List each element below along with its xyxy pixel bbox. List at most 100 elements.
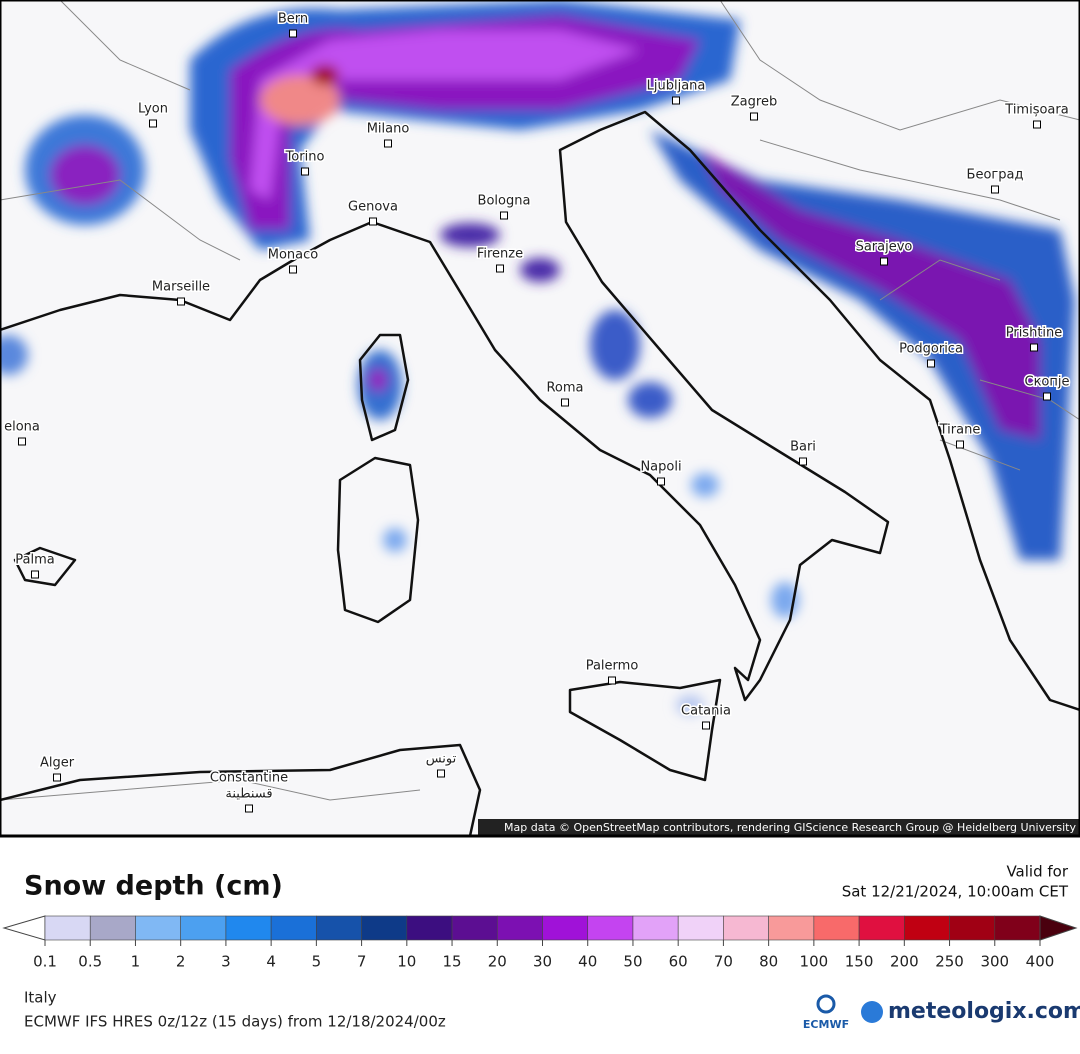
city-label: قسنطينة [225,787,272,802]
legend-tick-label: 7 [357,953,367,971]
city-marker [245,804,253,813]
brand-text: meteologix.com [888,999,1080,1024]
map-frame [0,0,1080,838]
legend-tick-label: 0.5 [78,953,102,971]
city-label: تونس [426,752,457,767]
legend-tick-label: 2 [176,953,186,971]
map-background [0,0,1080,836]
brand-icon [861,1001,883,1023]
city-marker [561,398,569,407]
city-marker [31,570,39,579]
city-label: Alger [40,756,75,771]
city-marker [672,96,680,105]
legend-swatch [270,915,317,941]
legend-swatch [496,915,543,941]
coastlines [0,110,1080,837]
legend-tick-label: 200 [890,953,919,971]
city-marker [1043,392,1051,401]
city-marker [500,211,508,220]
city-marker [991,185,999,194]
legend-swatch [723,915,769,941]
ecmwf-logo: ECMWF [803,994,849,1031]
legend-tick-label: 150 [845,953,874,971]
city-label: Napoli [640,460,681,475]
color-bar: 0.1 0.5 1 2 3 4 5 7 10 15 20 30 40 50 60 70 80 100 150 200 2… [2,915,1078,971]
city-label: Београд [967,168,1024,183]
city-marker [18,437,26,446]
city-label: Palermo [586,659,639,674]
legend-swatch [949,915,996,941]
legend-tick-label: 0.1 [33,953,57,971]
valid-label: Valid for [1006,863,1068,881]
city-label: Bologna [478,194,531,209]
legend-swatch [361,915,408,941]
city-label: Constantine [210,771,288,786]
city-label: Prishtine [1006,326,1063,341]
city-marker [384,139,392,148]
legend-swatch [180,915,227,941]
brand-logo: meteologix.com [861,999,1080,1024]
city-marker [1030,343,1038,352]
city-label: Ljubljana [647,79,706,94]
legend-tick-label: 250 [935,953,964,971]
legend-tick-label: 40 [578,953,597,971]
legend-tick-label: 20 [488,953,507,971]
legend-swatch [904,915,950,941]
city-marker [702,721,710,730]
city-marker [301,167,309,176]
legend: Snow depth (cm) Valid for Sat 12/21/2024… [2,863,1078,971]
city-label: Tirane [939,423,981,438]
ecmwf-icon [816,994,836,1014]
legend-swatch [677,915,724,941]
legend-swatch [768,915,815,941]
city-label: Roma [546,381,583,396]
city-label: Podgorica [899,342,963,357]
snow-cover [0,0,1075,715]
city-label: Timișoara [1004,103,1068,118]
legend-swatch [89,915,136,941]
city-marker [1033,120,1041,129]
city-label: Скопје [1025,375,1070,390]
city-label: Torino [285,150,325,165]
legend-swatch [406,915,453,941]
city-marker [53,773,61,782]
city-label: Genova [348,200,398,215]
ecmwf-text: ECMWF [803,1018,849,1031]
city-marker [369,217,377,226]
city-marker [880,257,888,266]
legend-swatch [632,915,679,941]
city-label: Bern [278,12,308,27]
model-info: ECMWF IFS HRES 0z/12z (15 days) from 12/… [24,1013,446,1031]
legend-tick-label: 60 [669,953,688,971]
city-label: Monaco [268,248,319,263]
legend-tick-label: 1 [131,953,141,971]
legend-swatch [994,915,1041,941]
legend-swatch [225,915,272,941]
city-label: Firenze [477,247,523,262]
legend-over [1039,915,1078,941]
region: Italy [24,989,57,1007]
legend-tick-label: 4 [266,953,276,971]
city-marker [657,477,665,486]
city-marker [289,29,297,38]
city-labels: Bern Lyon Milano Torino Genova Bologna Firenze… [3,10,1071,813]
city-marker [496,264,504,273]
legend-tick-label: 400 [1026,953,1055,971]
legend-tick-label: 80 [759,953,778,971]
legend-tick-label: 100 [800,953,829,971]
legend-tick-label: 10 [397,953,416,971]
city-marker [149,119,157,128]
city-label: Sarajevo [856,240,913,255]
legend-swatch [858,915,905,941]
legend-title: Snow depth (cm) [24,871,283,902]
legend-tick-label: 50 [623,953,642,971]
city-marker [956,440,964,449]
legend-tick-label: 30 [533,953,552,971]
legend-swatch [316,915,362,941]
city-marker [289,265,297,274]
city-marker [437,769,445,778]
valid-time: Sat 12/21/2024, 10:00am CET [842,883,1069,901]
legend-swatch [542,915,589,941]
attribution: Map data © OpenStreetMap contributors, r… [504,821,1076,834]
